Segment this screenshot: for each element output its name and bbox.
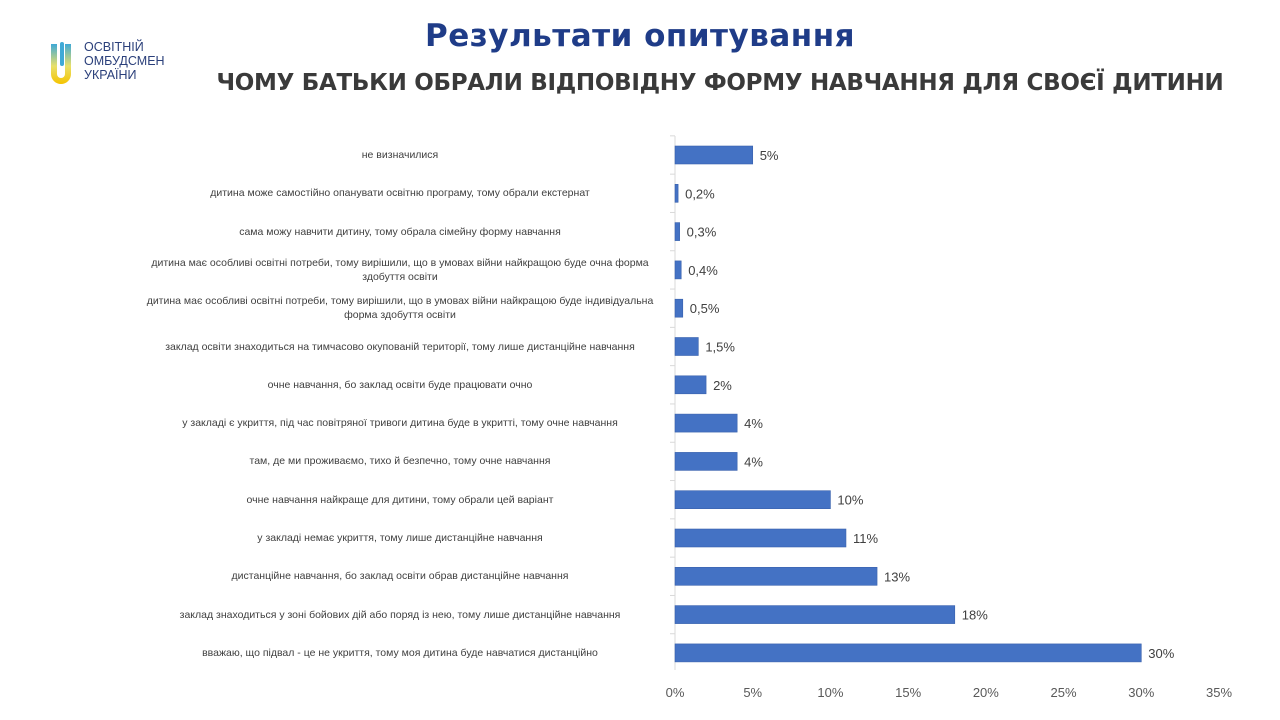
bar <box>674 184 679 203</box>
category-label: у закладі є укриття, під час повітряної … <box>182 417 618 430</box>
category-label: не визначилися <box>361 149 439 161</box>
data-label: 2% <box>713 378 732 393</box>
data-label: 18% <box>962 608 988 623</box>
data-label: 11% <box>853 531 878 546</box>
category-label: сама можу навчити дитину, тому обрала сі… <box>239 225 561 238</box>
x-tick-label: 15% <box>895 685 921 700</box>
category-label: очне навчання, бо заклад освіти буде пра… <box>267 378 533 391</box>
data-label: 5% <box>760 148 779 163</box>
chart-title: ЧОМУ БАТЬКИ ОБРАЛИ ВІДПОВІДНУ ФОРМУ НАВЧ… <box>216 70 1224 96</box>
data-label: 0,5% <box>690 301 720 316</box>
data-label: 10% <box>837 493 863 508</box>
bar <box>674 375 707 395</box>
category-label: заклад знаходиться у зоні бойових дій аб… <box>179 608 621 621</box>
category-label: дитина має особливі освітні потреби, том… <box>146 295 654 322</box>
category-label: у закладі немає укриття, тому лише диста… <box>257 532 543 544</box>
bar <box>674 260 682 280</box>
logo-text: ОСВІТНІЙ ОМБУДСМЕН УКРАЇНИ <box>84 40 165 82</box>
x-tick-label: 20% <box>973 685 999 700</box>
data-label: 4% <box>744 454 763 469</box>
x-tick-label: 0% <box>666 685 685 700</box>
category-label: очне навчання найкраще для дитини, тому … <box>246 493 554 506</box>
data-label: 0,4% <box>688 263 718 278</box>
x-tick-label: 10% <box>817 685 843 700</box>
category-label: там, де ми проживаємо, тихо й безпечно, … <box>249 455 551 468</box>
data-label: 30% <box>1148 646 1174 661</box>
data-label: 1,5% <box>705 340 735 355</box>
data-label: 0,2% <box>685 186 715 201</box>
bar <box>674 337 699 356</box>
ombudsman-logo-icon <box>51 42 71 84</box>
bar <box>674 298 684 318</box>
bar <box>674 643 1142 663</box>
logo-line: УКРАЇНИ <box>84 68 137 82</box>
page-title: Результати опитування <box>424 18 856 54</box>
category-label: заклад освіти знаходиться на тимчасово о… <box>165 340 635 353</box>
logo-line: ОСВІТНІЙ <box>84 40 144 54</box>
bar <box>674 222 680 241</box>
bar <box>674 413 738 433</box>
logo-line: ОМБУДСМЕН <box>84 54 165 68</box>
x-tick-label: 35% <box>1206 685 1232 700</box>
bar <box>674 145 754 165</box>
bar <box>674 452 738 471</box>
logo: ОСВІТНІЙ ОМБУДСМЕН УКРАЇНИ <box>46 40 186 90</box>
data-label: 0,3% <box>687 225 717 240</box>
category-label: дистанційне навчання, бо заклад освіти о… <box>231 570 569 583</box>
bar <box>674 490 831 510</box>
bar <box>674 566 878 586</box>
x-tick-label: 30% <box>1128 685 1154 700</box>
x-tick-label: 25% <box>1051 685 1077 700</box>
data-label: 13% <box>884 569 910 584</box>
category-label: вважаю, що підвал - це не укриття, тому … <box>202 646 598 659</box>
data-label: 4% <box>744 416 763 431</box>
x-tick-label: 5% <box>743 685 762 700</box>
bar <box>674 528 847 548</box>
category-label: дитина має особливі освітні потреби, том… <box>151 256 649 283</box>
category-label: дитина може самостійно опанувати освітню… <box>210 187 590 200</box>
bar <box>674 605 956 624</box>
